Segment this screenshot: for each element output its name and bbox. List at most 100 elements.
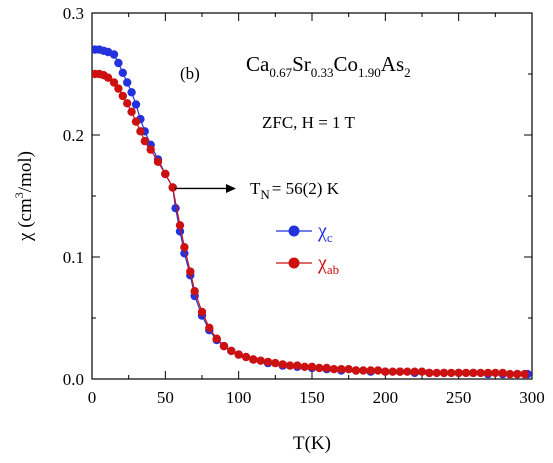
- x-tick-label: 200: [373, 388, 399, 407]
- data-point: [127, 107, 136, 117]
- axis-ticks: [91, 12, 533, 380]
- data-point: [403, 367, 412, 376]
- data-point: [109, 50, 119, 59]
- x-tick-label: 150: [299, 388, 325, 407]
- y-tick-label: 0.2: [63, 126, 84, 145]
- data-point: [337, 365, 346, 374]
- y-axis-label-main: χ (cm: [15, 198, 36, 242]
- data-point: [476, 368, 485, 378]
- data-point: [219, 341, 229, 351]
- data-point: [461, 368, 471, 378]
- data-point: [366, 366, 375, 375]
- formula-subscript: 0.33: [311, 65, 334, 80]
- data-point: [175, 221, 185, 230]
- data-point: [373, 366, 383, 375]
- legend-label-subscript: c: [327, 230, 333, 245]
- legend-item: χc: [276, 220, 333, 245]
- data-point: [109, 78, 119, 87]
- y-tick-labels: 0.0 0.1 0.2 0.3: [63, 4, 84, 389]
- data-point: [520, 369, 529, 379]
- transition-subscript: N: [260, 187, 270, 202]
- data-point: [293, 361, 302, 370]
- data-series: [92, 45, 532, 379]
- data-point: [381, 367, 390, 376]
- data-point: [114, 84, 123, 93]
- formula-subscript: 2: [404, 65, 411, 80]
- data-point: [307, 362, 317, 371]
- y-axis-label: χ (cm3/mol): [12, 151, 36, 242]
- x-axis-label: T(K): [293, 433, 331, 454]
- data-point: [315, 363, 324, 373]
- data-point: [103, 73, 113, 82]
- x-tick-label: 250: [446, 388, 472, 407]
- data-point: [432, 368, 441, 378]
- data-point: [227, 346, 236, 356]
- plot-frame: [91, 12, 533, 380]
- data-point: [329, 365, 339, 374]
- data-point: [205, 323, 214, 332]
- data-point: [322, 363, 331, 373]
- y-tick-label: 0.3: [63, 4, 84, 23]
- formula-element: Sr: [292, 52, 311, 76]
- data-point: [136, 127, 145, 136]
- data-point: [425, 368, 434, 378]
- data-point: [388, 367, 397, 376]
- data-point: [256, 356, 265, 365]
- data-point: [212, 334, 221, 343]
- data-point: [417, 367, 427, 376]
- legend-label: χc: [317, 220, 333, 245]
- data-point: [131, 117, 141, 126]
- data-point: [249, 355, 258, 364]
- data-point: [505, 369, 515, 379]
- data-point: [234, 350, 243, 359]
- y-tick-label: 0.0: [63, 370, 84, 389]
- x-tick-labels: 0 50 100 150 200 250 300: [88, 388, 545, 407]
- data-point: [241, 352, 251, 362]
- data-point: [168, 183, 177, 192]
- formula-subscript: 0.67: [269, 65, 292, 80]
- data-point: [161, 169, 170, 179]
- data-point: [263, 357, 273, 367]
- data-point: [180, 243, 189, 252]
- legend-label-subscript: ab: [327, 262, 339, 277]
- compound-formula: Ca0.67Sr0.33Co1.90As2: [246, 52, 411, 80]
- transition-arrow-head: [226, 183, 236, 193]
- data-point: [351, 366, 361, 375]
- y-axis-label-unit: /mol): [15, 151, 36, 192]
- data-point: [153, 157, 163, 166]
- legend-label-main: χ: [317, 220, 327, 242]
- data-point: [118, 91, 128, 101]
- legend-swatch-marker: [288, 257, 300, 269]
- x-tick-label: 100: [226, 388, 252, 407]
- data-point: [114, 58, 123, 68]
- formula-element: As: [381, 52, 404, 76]
- y-axis-label-superscript: 3: [12, 192, 26, 198]
- data-point: [469, 368, 478, 378]
- data-point: [197, 307, 207, 317]
- data-point: [146, 145, 155, 154]
- transition-label: TN = 56(2) K: [250, 179, 340, 202]
- measurement-condition: ZFC, H = 1 T: [262, 113, 355, 132]
- transition-value: = 56(2) K: [272, 179, 340, 198]
- data-point: [127, 88, 136, 97]
- x-tick-label: 0: [88, 388, 97, 407]
- data-point: [447, 368, 456, 378]
- data-point: [300, 362, 309, 371]
- legend-swatch-marker: [288, 225, 300, 237]
- data-point: [344, 365, 353, 374]
- data-point: [186, 267, 195, 276]
- data-point: [498, 368, 507, 378]
- data-point: [454, 368, 463, 378]
- data-point: [123, 99, 132, 108]
- legend-label: χab: [317, 252, 339, 277]
- data-point: [140, 136, 149, 146]
- legend-label-main: χ: [317, 252, 327, 274]
- y-tick-label: 0.1: [63, 248, 84, 267]
- x-tick-label: 300: [519, 388, 545, 407]
- x-tick-label: 50: [157, 388, 174, 407]
- data-point: [359, 366, 368, 375]
- data-point: [278, 360, 287, 369]
- data-point: [439, 368, 449, 378]
